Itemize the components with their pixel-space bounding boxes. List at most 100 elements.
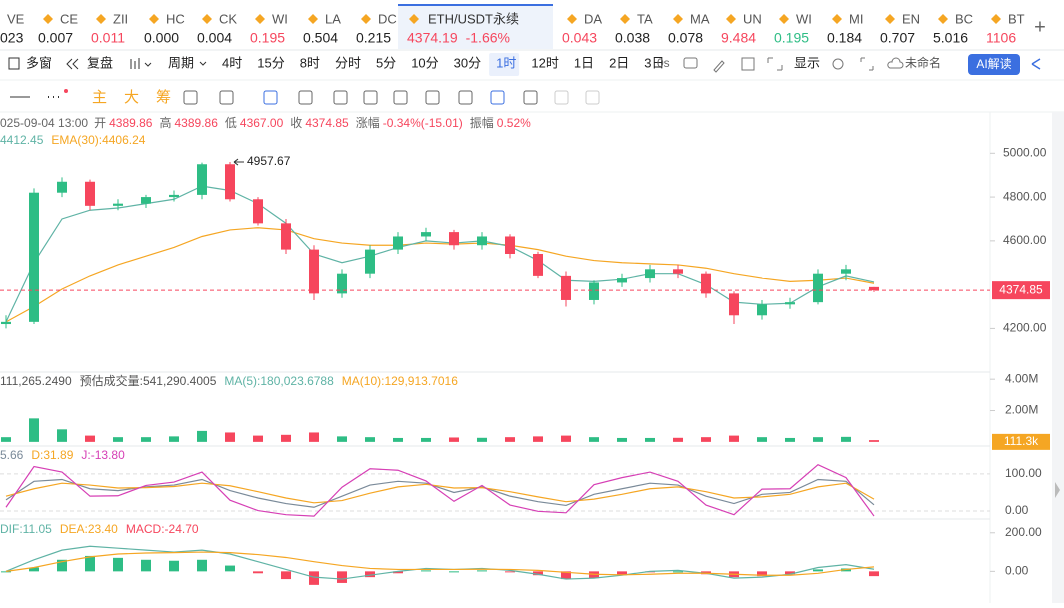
drawing-tool-icon[interactable] xyxy=(183,90,198,105)
ticker-symbol[interactable]: CE xyxy=(60,11,78,26)
icon-settings[interactable] xyxy=(832,58,844,70)
drawing-tool-icon[interactable] xyxy=(490,90,505,105)
y-tick-label: 4200.00 xyxy=(1003,321,1047,335)
ticker-symbol[interactable]: BC xyxy=(955,11,973,26)
legend-entry: EMA(30):4406.24 xyxy=(51,133,145,147)
scrollbar[interactable] xyxy=(1052,112,1064,603)
ai-button-label[interactable]: AI解读 xyxy=(976,57,1011,71)
drawing-tool-icon[interactable] xyxy=(554,90,569,105)
peak-arrow xyxy=(233,158,244,166)
macd-legend: DEA:23.40 xyxy=(60,522,118,536)
interval-button[interactable]: 3日 xyxy=(644,55,664,70)
candle-body xyxy=(729,293,739,316)
interval-button[interactable]: 8时 xyxy=(300,55,320,70)
candle-body xyxy=(421,232,431,237)
drawing-tool-icon[interactable] xyxy=(298,90,313,105)
ticker-symbol[interactable]: VE xyxy=(7,11,25,26)
interval-button[interactable]: 5分 xyxy=(376,55,396,70)
layout-name[interactable]: 未命名 xyxy=(905,55,941,70)
icon-layout[interactable] xyxy=(741,57,755,71)
ticker-symbol[interactable]: WI xyxy=(796,11,812,26)
ai-button[interactable] xyxy=(968,54,1020,75)
ticker-symbol[interactable]: BT xyxy=(1008,11,1025,26)
ticker-symbol[interactable]: EN xyxy=(902,11,920,26)
info-time: 025-09-04 13:00 xyxy=(0,116,88,130)
ticker-symbol[interactable]: WI xyxy=(272,11,288,26)
candle-body xyxy=(57,181,67,193)
icon-fullscreen[interactable] xyxy=(860,57,874,71)
info-value: 4389.86 xyxy=(175,116,219,130)
indicator-button[interactable]: 大 xyxy=(124,89,139,106)
macd-dea-line xyxy=(5,551,875,576)
coin-icon xyxy=(96,14,106,24)
ticker-symbol[interactable]: LA xyxy=(325,11,341,26)
icon-expand[interactable] xyxy=(767,57,783,71)
interval-button[interactable]: 15分 xyxy=(257,55,284,70)
indicator-button[interactable]: 主 xyxy=(92,89,107,106)
interval-button[interactable]: 4时 xyxy=(222,55,242,70)
y-tick-label: 2.00M xyxy=(1005,403,1038,417)
icon-share[interactable] xyxy=(1031,58,1041,70)
interval-button[interactable]: 12时 xyxy=(531,55,558,70)
ticker-price: 1106 xyxy=(986,30,1016,46)
toolbar-button[interactable]: 周期 xyxy=(168,55,194,70)
ticker-symbol[interactable]: CK xyxy=(219,11,237,26)
ticker-symbol[interactable]: TA xyxy=(637,11,653,26)
ticker-symbol[interactable]: MA xyxy=(690,11,710,26)
coin-icon xyxy=(885,14,895,24)
active-ticker-tab[interactable] xyxy=(398,5,553,49)
toolbar-button[interactable]: 显示 xyxy=(794,55,820,70)
macd-bar xyxy=(477,570,487,572)
drawing-tool-icon[interactable] xyxy=(425,90,440,105)
icon-edit[interactable] xyxy=(713,60,725,73)
scroll-arrow[interactable] xyxy=(1055,482,1060,498)
drawing-tool-icon[interactable] xyxy=(263,90,278,105)
ticker-symbol[interactable]: MI xyxy=(849,11,863,26)
ticker-symbol[interactable]: DC xyxy=(378,11,397,26)
ticker-symbol[interactable]: ETH/USDT永续 xyxy=(428,11,519,26)
toolbar-button[interactable]: 多窗 xyxy=(26,55,52,70)
drawing-tool-icon[interactable] xyxy=(458,90,473,105)
drawing-tool-icon[interactable] xyxy=(393,90,408,105)
volume-bar xyxy=(29,418,39,442)
drawing-tool-icon[interactable] xyxy=(523,90,538,105)
drawing-tool-icon[interactable] xyxy=(585,90,600,105)
ticker-price: 0.215 xyxy=(356,30,391,46)
interval-button[interactable]: 1时 xyxy=(496,55,516,70)
volume-bar xyxy=(393,437,403,442)
drawing-tool-icon[interactable] xyxy=(363,90,378,105)
icon-cloud xyxy=(887,57,904,69)
interval-button[interactable]: 2日 xyxy=(609,55,629,70)
macd-bar xyxy=(449,571,459,573)
info-value: 4374.85 xyxy=(305,116,349,130)
ticker-symbol[interactable]: HC xyxy=(166,11,185,26)
macd-bar xyxy=(505,571,515,573)
icon-chart-type[interactable] xyxy=(130,58,152,69)
ticker-symbol[interactable]: DA xyxy=(584,11,602,26)
drawing-tool-icon[interactable] xyxy=(333,90,348,105)
info-value: 4367.00 xyxy=(240,116,284,130)
volume-last-label: 111.3k xyxy=(1004,434,1039,448)
ticker-price: 0.011 xyxy=(91,30,125,46)
ticker-symbol[interactable]: ZII xyxy=(113,11,128,26)
toolbar-button[interactable]: 复盘 xyxy=(87,55,113,70)
candle-body xyxy=(29,192,39,322)
macd-bar xyxy=(533,571,543,576)
add-tab-button[interactable]: + xyxy=(1034,16,1046,38)
macd-bar xyxy=(113,557,123,572)
macd-bar xyxy=(169,560,179,572)
candle-body xyxy=(869,286,879,291)
drawing-tool-icon[interactable] xyxy=(219,90,234,105)
info-label: 涨幅 xyxy=(356,115,380,130)
icon-camera[interactable] xyxy=(683,57,698,69)
interval-button[interactable]: 分时 xyxy=(335,55,361,70)
ticker-symbol[interactable]: UN xyxy=(743,11,762,26)
volume-bar xyxy=(729,435,739,442)
interval-button[interactable]: 10分 xyxy=(411,55,438,70)
interval-button[interactable]: 1日 xyxy=(574,55,594,70)
info-value: 4389.86 xyxy=(109,116,153,130)
indicator-button[interactable]: 筹 xyxy=(156,89,171,106)
interval-button[interactable]: 30分 xyxy=(454,55,481,70)
kdj-legend: J:-13.80 xyxy=(81,448,125,462)
